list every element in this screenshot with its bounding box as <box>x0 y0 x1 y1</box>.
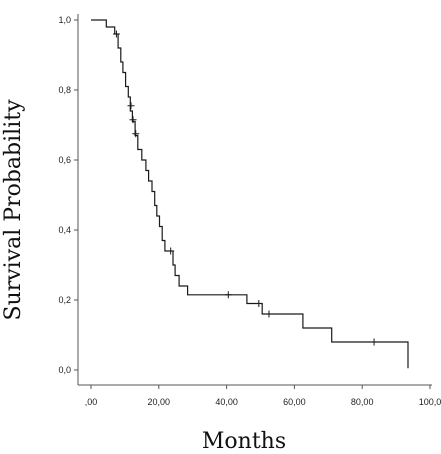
y-tick-label: 1,0 <box>58 15 71 25</box>
y-axis-title: Survival Probability <box>1 99 26 321</box>
censor-mark <box>224 291 232 299</box>
y-tick-label: 0,2 <box>58 295 71 305</box>
censor-mark <box>112 30 120 38</box>
y-tick-label: 0,8 <box>58 85 71 95</box>
censor-marks <box>112 30 378 346</box>
censor-mark <box>129 116 137 124</box>
y-tick-label: 0,0 <box>58 365 71 375</box>
x-axis-title: Months <box>202 429 286 454</box>
censor-mark <box>127 102 135 110</box>
y-tick-label: 0,6 <box>58 155 71 165</box>
x-tick-label: 60,00 <box>283 397 306 407</box>
y-ticks: 0,0 0,2 0,4 0,6 0,8 1,0 <box>58 15 78 375</box>
x-tick-label: 20,00 <box>148 397 171 407</box>
x-tick-label: ,00 <box>85 397 98 407</box>
censor-mark <box>370 338 378 346</box>
x-ticks: ,00 20,00 40,00 60,00 80,00 100,0 <box>85 385 441 407</box>
censor-mark <box>255 300 263 307</box>
x-tick-label: 40,00 <box>215 397 238 407</box>
censor-mark <box>265 310 273 318</box>
x-tick-label: 80,00 <box>351 397 374 407</box>
censor-mark <box>132 130 140 138</box>
censor-mark <box>167 247 175 255</box>
x-tick-label: 100,0 <box>419 397 441 407</box>
survival-curve <box>91 19 409 369</box>
y-tick-label: 0,4 <box>58 225 71 235</box>
